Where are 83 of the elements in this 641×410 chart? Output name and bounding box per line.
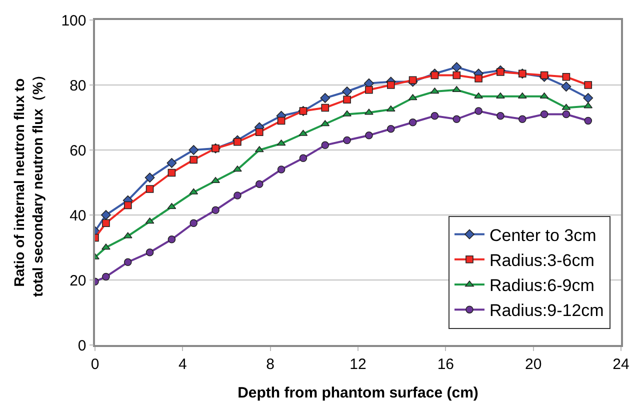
point (452, 71, 461, 80)
point (234, 138, 242, 146)
point (167, 202, 176, 210)
point (518, 115, 526, 124)
point (474, 74, 482, 82)
point (342, 86, 352, 96)
point (255, 128, 264, 136)
y-tick-label: 40 (70, 207, 86, 224)
point (386, 81, 395, 89)
point (168, 235, 176, 244)
point (474, 92, 483, 99)
point (584, 116, 592, 125)
y-tick-label: 100 (61, 12, 86, 30)
point (321, 141, 330, 150)
point (190, 156, 198, 164)
x-tick-label: 12 (350, 356, 366, 373)
point (299, 154, 308, 162)
point (496, 68, 504, 76)
x-axis-title: Depth from phantom surface (cm) (238, 384, 478, 402)
point (452, 115, 461, 124)
point (124, 258, 132, 266)
point (211, 176, 220, 184)
point (562, 110, 570, 118)
point (342, 110, 352, 116)
x-tick-label: 4 (178, 356, 187, 373)
point (102, 244, 110, 250)
x-tick-label: 8 (266, 356, 274, 373)
point (124, 201, 132, 210)
point (190, 219, 198, 228)
y-axis-title: Ratio of internal neutron flux to total secondary neutron flux（%） (11, 68, 46, 297)
point (496, 92, 505, 99)
y-tick-label: 60 (70, 142, 86, 160)
point (386, 105, 396, 112)
point (452, 86, 462, 92)
x-tick-label: 20 (524, 356, 542, 373)
y-tick-label: 20 (70, 272, 86, 290)
point (255, 180, 264, 188)
legend-label: Radius:9-12cm (489, 301, 604, 320)
point (408, 76, 417, 84)
x-tick-label: 0 (90, 356, 100, 373)
point (540, 110, 548, 118)
point (518, 92, 527, 99)
point (234, 192, 242, 200)
point (365, 86, 373, 94)
point (496, 112, 504, 120)
point (166, 158, 177, 168)
point (343, 96, 351, 104)
point (540, 92, 549, 99)
point (102, 219, 110, 228)
point (562, 72, 570, 81)
point (146, 185, 154, 193)
y-tick-label: 80 (70, 77, 86, 94)
point (452, 62, 462, 72)
point (474, 107, 482, 115)
point (277, 116, 286, 125)
point (146, 248, 154, 256)
point (430, 71, 439, 80)
point (386, 124, 395, 133)
point (168, 168, 176, 177)
point (188, 145, 199, 155)
point (212, 206, 220, 214)
legend-label: Radius:3-6cm (489, 251, 594, 270)
x-tick-label: 16 (437, 356, 454, 373)
point (540, 71, 548, 80)
point (584, 81, 592, 89)
point (321, 104, 330, 112)
legend-label: Center to 3cm (489, 226, 596, 245)
point (343, 136, 351, 144)
point (430, 112, 439, 120)
point (277, 166, 286, 174)
point (408, 118, 417, 126)
legend-label: Radius:6-9cm (489, 276, 594, 296)
x-tick-label: 24 (612, 356, 630, 373)
point (583, 93, 594, 103)
point (320, 93, 330, 103)
point (364, 108, 374, 115)
y-tick-label: 0 (78, 337, 86, 354)
point (233, 166, 242, 172)
point (561, 82, 572, 92)
point (102, 272, 110, 281)
point (365, 131, 373, 140)
point (144, 172, 155, 183)
point (101, 210, 111, 220)
